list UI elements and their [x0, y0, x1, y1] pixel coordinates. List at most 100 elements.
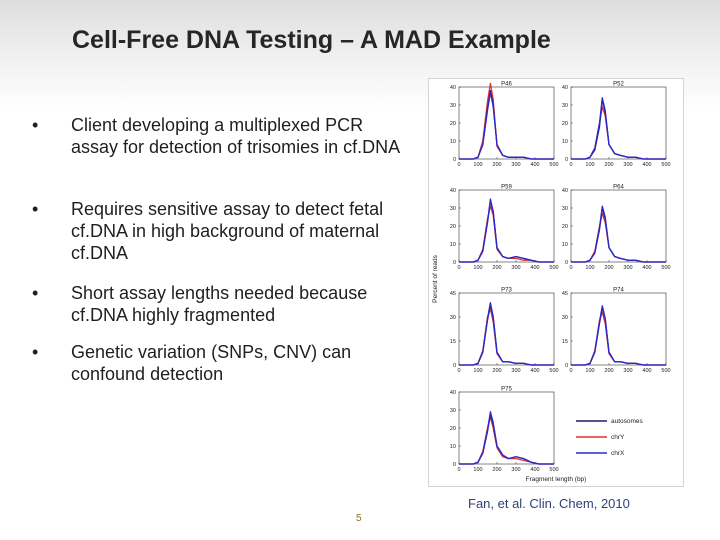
x-tick-label: 0	[457, 265, 460, 271]
x-tick-label: 300	[623, 265, 632, 271]
y-tick-label: 30	[450, 103, 456, 109]
y-tick-label: 20	[450, 426, 456, 432]
x-tick-label: 300	[623, 162, 632, 168]
bullet-text: Genetic variation (SNPs, CNV) can confou…	[71, 342, 352, 384]
x-tick-label: 300	[623, 368, 632, 374]
series-line-autosomes	[459, 412, 554, 465]
panel-frame	[570, 86, 667, 160]
x-tick-label: 0	[569, 368, 572, 374]
y-tick-label: 0	[453, 363, 456, 369]
x-tick-label: 500	[661, 368, 670, 374]
y-tick-label: 30	[450, 315, 456, 321]
y-tick-label: 40	[450, 85, 456, 91]
fragment-length-figure: P46 0 10 20 30 40 0 100 200 300 400 500 P52 0 10 20 30 40…	[428, 78, 684, 487]
y-tick-label: 0	[565, 363, 568, 369]
panel-frame	[458, 391, 555, 465]
panel-frame	[458, 86, 555, 160]
panel-frame	[570, 292, 667, 366]
series-line-chrx	[459, 301, 554, 366]
y-tick-label: 30	[562, 206, 568, 212]
panel-frame	[458, 292, 555, 366]
panel-label: P64	[613, 185, 624, 191]
y-tick-label: 30	[450, 408, 456, 414]
y-axis-label: Percent of reads	[432, 254, 439, 302]
x-tick-label: 500	[549, 467, 558, 473]
x-tick-label: 0	[457, 467, 460, 473]
y-tick-label: 40	[562, 188, 568, 194]
y-tick-label: 20	[450, 224, 456, 230]
x-tick-label: 200	[492, 265, 501, 271]
y-tick-label: 10	[450, 444, 456, 450]
bullet-icon: •	[32, 283, 39, 303]
panel-label: P74	[613, 288, 624, 294]
y-tick-label: 40	[450, 188, 456, 194]
x-tick-label: 400	[530, 368, 539, 374]
x-tick-label: 0	[569, 162, 572, 168]
y-tick-label: 45	[562, 291, 568, 297]
y-tick-label: 10	[562, 139, 568, 145]
series-line-chry	[459, 308, 554, 366]
chart-panel-p73: P73 0 15 30 45 0 100 200 300 400 500	[450, 288, 559, 375]
x-tick-label: 200	[492, 467, 501, 473]
series-line-chry	[459, 205, 554, 263]
legend-label: chrX	[611, 450, 625, 457]
x-tick-label: 400	[530, 265, 539, 271]
x-tick-label: 200	[492, 368, 501, 374]
x-tick-label: 0	[457, 368, 460, 374]
x-tick-label: 500	[549, 162, 558, 168]
series-line-autosomes	[571, 98, 666, 160]
y-tick-label: 15	[450, 339, 456, 345]
bullet-item: • Client developing a multiplexed PCR as…	[32, 114, 412, 158]
bullet-item: • Short assay lengths needed because cf.…	[32, 282, 412, 326]
x-tick-label: 400	[530, 162, 539, 168]
x-tick-label: 100	[473, 162, 482, 168]
x-tick-label: 500	[661, 162, 670, 168]
series-line-chry	[459, 82, 554, 160]
x-tick-label: 400	[642, 162, 651, 168]
bullet-icon: •	[32, 115, 39, 135]
series-line-chrx	[571, 205, 666, 263]
y-tick-label: 0	[565, 260, 568, 266]
y-tick-label: 30	[450, 206, 456, 212]
y-tick-label: 20	[562, 224, 568, 230]
bullet-text: Client developing a multiplexed PCR assa…	[71, 115, 401, 157]
x-tick-label: 400	[530, 467, 539, 473]
series-line-chrx	[571, 305, 666, 366]
series-line-chry	[571, 212, 666, 263]
x-tick-label: 100	[585, 162, 594, 168]
y-tick-label: 10	[450, 242, 456, 248]
x-tick-label: 0	[569, 265, 572, 271]
x-tick-label: 0	[457, 162, 460, 168]
x-tick-label: 200	[604, 368, 613, 374]
series-line-chry	[571, 106, 666, 160]
series-line-chrx	[571, 97, 666, 160]
x-tick-label: 300	[511, 162, 520, 168]
bullet-text: Short assay lengths needed because cf.DN…	[71, 283, 368, 325]
series-line-autosomes	[459, 89, 554, 160]
y-tick-label: 0	[453, 157, 456, 163]
y-tick-label: 10	[562, 242, 568, 248]
legend-label: chrY	[611, 434, 625, 441]
bullet-text: Requires sensitive assay to detect fetal…	[71, 199, 384, 263]
y-tick-label: 40	[450, 390, 456, 396]
x-axis-label: Fragment length (bp)	[526, 476, 587, 483]
x-tick-label: 500	[549, 265, 558, 271]
x-tick-label: 300	[511, 368, 520, 374]
y-tick-label: 20	[562, 121, 568, 127]
panel-label: P52	[613, 82, 624, 88]
y-tick-label: 30	[562, 315, 568, 321]
y-tick-label: 10	[450, 139, 456, 145]
series-line-autosomes	[571, 306, 666, 366]
bullet-icon: •	[32, 199, 39, 219]
page-number: 5	[356, 513, 362, 524]
y-tick-label: 20	[450, 121, 456, 127]
panel-label: P46	[501, 82, 512, 88]
panel-frame	[570, 189, 667, 263]
y-tick-label: 45	[450, 291, 456, 297]
bullet-item: • Genetic variation (SNPs, CNV) can conf…	[32, 341, 412, 385]
y-tick-label: 30	[562, 103, 568, 109]
